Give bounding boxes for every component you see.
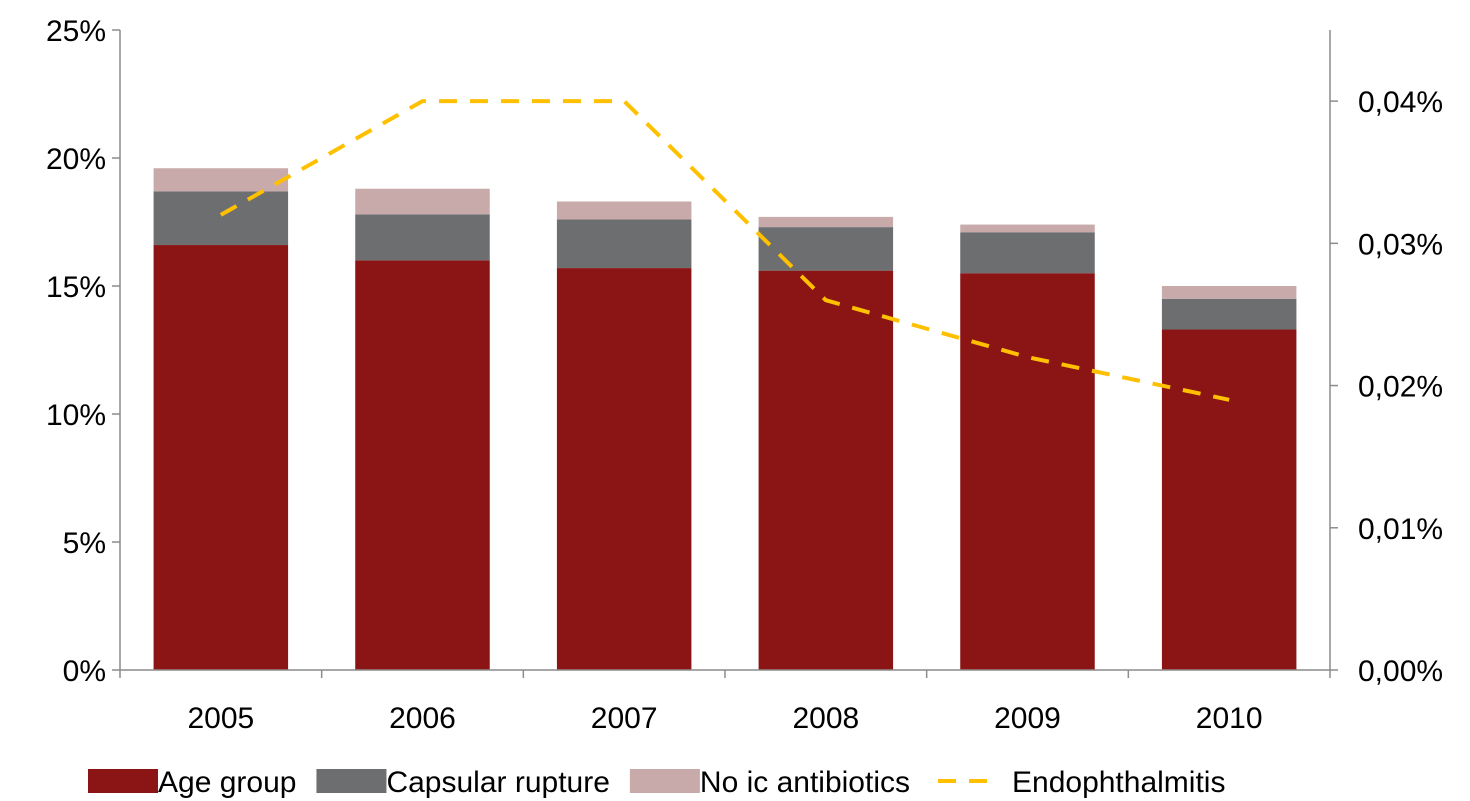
y-right-tick-label: 0,01% (1358, 513, 1443, 546)
bar-no-ic-antibiotics-2010 (1162, 286, 1297, 299)
bar-age-group-2010 (1162, 330, 1297, 670)
legend-swatch-capsular-rupture (316, 769, 386, 793)
bar-capsular-rupture-2005 (154, 191, 289, 245)
y-left-tick-label: 25% (46, 15, 106, 48)
bar-no-ic-antibiotics-2005 (154, 168, 289, 191)
x-tick-label-2008: 2008 (792, 702, 859, 735)
x-tick-label-2007: 2007 (591, 702, 658, 735)
y-right-tick-label: 0,00% (1358, 655, 1443, 688)
legend-label-capsular-rupture: Capsular rupture (386, 766, 609, 799)
y-right-tick-label: 0,02% (1358, 371, 1443, 404)
y-left-tick-label: 5% (63, 527, 106, 560)
x-tick-label-2006: 2006 (389, 702, 456, 735)
x-tick-label-2010: 2010 (1196, 702, 1263, 735)
y-right-tick-label: 0,03% (1358, 228, 1443, 261)
x-tick-label-2009: 2009 (994, 702, 1061, 735)
legend-swatch-no-ic-antibiotics (630, 769, 700, 793)
bar-age-group-2005 (154, 245, 289, 670)
bar-capsular-rupture-2009 (960, 232, 1095, 273)
legend: Age group Capsular rupture No ic antibioti… (88, 766, 1225, 799)
bars-layer (154, 168, 1297, 670)
y-left-tick-label: 20% (46, 143, 106, 176)
bar-no-ic-antibiotics-2006 (355, 189, 490, 215)
bar-capsular-rupture-2008 (759, 227, 894, 271)
y-left-tick-label: 0% (63, 655, 106, 688)
bar-no-ic-antibiotics-2009 (960, 225, 1095, 233)
bar-capsular-rupture-2010 (1162, 299, 1297, 330)
bar-age-group-2007 (557, 268, 692, 670)
bar-age-group-2008 (759, 271, 894, 670)
bar-age-group-2006 (355, 260, 490, 670)
y-right-tick-label: 0,04% (1358, 86, 1443, 119)
bar-age-group-2009 (960, 273, 1095, 670)
legend-label-age-group: Age group (158, 766, 296, 799)
bar-no-ic-antibiotics-2007 (557, 202, 692, 220)
bar-capsular-rupture-2007 (557, 219, 692, 268)
x-tick-label-2005: 2005 (187, 702, 254, 735)
y-left-tick-label: 15% (46, 271, 106, 304)
bar-capsular-rupture-2006 (355, 214, 490, 260)
legend-label-endophthalmitis: Endophthalmitis (1012, 766, 1225, 799)
legend-label-no-ic-antibiotics: No ic antibiotics (700, 766, 910, 799)
bar-no-ic-antibiotics-2008 (759, 217, 894, 227)
legend-swatch-age-group (88, 769, 158, 793)
y-left-tick-label: 10% (46, 399, 106, 432)
